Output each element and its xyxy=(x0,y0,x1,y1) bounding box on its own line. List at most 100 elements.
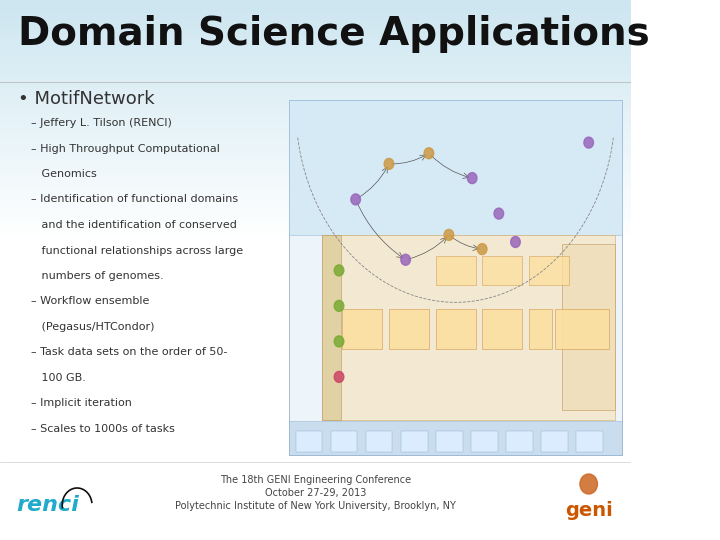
Bar xyxy=(0,247,631,252)
Bar xyxy=(0,446,631,450)
Bar xyxy=(0,99,631,104)
Circle shape xyxy=(424,148,433,159)
Bar xyxy=(0,45,631,50)
Bar xyxy=(0,284,631,288)
Text: and the identification of conserved: and the identification of conserved xyxy=(31,220,237,230)
Bar xyxy=(0,504,631,509)
Bar xyxy=(0,216,631,220)
Bar xyxy=(0,220,631,225)
Bar xyxy=(0,270,631,274)
Bar xyxy=(0,243,631,247)
Circle shape xyxy=(467,173,477,184)
Text: – Implicit iteration: – Implicit iteration xyxy=(31,399,132,408)
Bar xyxy=(0,122,631,126)
Bar xyxy=(562,244,616,410)
Bar xyxy=(0,261,631,266)
Bar xyxy=(0,185,631,189)
Bar xyxy=(0,526,631,531)
Bar xyxy=(0,40,631,45)
Circle shape xyxy=(584,137,593,148)
Bar xyxy=(0,315,631,320)
Bar xyxy=(0,153,631,158)
Bar xyxy=(0,450,631,455)
Bar xyxy=(0,14,631,18)
Bar xyxy=(0,405,631,409)
Circle shape xyxy=(351,194,361,205)
Bar xyxy=(555,309,608,349)
Bar xyxy=(366,431,392,452)
Bar xyxy=(0,462,631,540)
Bar xyxy=(0,522,631,526)
Bar xyxy=(482,309,522,349)
Text: The 18th GENI Engineering Conference: The 18th GENI Engineering Conference xyxy=(220,475,411,485)
Bar xyxy=(0,360,631,364)
Bar xyxy=(0,432,631,436)
Text: Genomics: Genomics xyxy=(31,169,96,179)
Bar xyxy=(0,455,631,459)
Bar xyxy=(0,256,631,261)
Bar xyxy=(0,414,631,418)
Bar xyxy=(0,180,631,185)
Bar xyxy=(0,342,631,347)
Bar xyxy=(0,108,631,112)
Bar xyxy=(0,0,631,4)
Bar xyxy=(0,355,631,360)
Bar xyxy=(0,490,631,495)
Bar xyxy=(0,328,631,333)
Bar xyxy=(0,193,631,198)
Bar xyxy=(0,477,631,482)
Circle shape xyxy=(444,230,454,240)
Text: – Identification of functional domains: – Identification of functional domains xyxy=(31,194,238,205)
Bar xyxy=(0,234,631,239)
Bar xyxy=(0,162,631,166)
Bar xyxy=(0,135,631,139)
Circle shape xyxy=(334,265,344,276)
Bar xyxy=(541,431,567,452)
Bar xyxy=(0,517,631,522)
Bar xyxy=(0,166,631,171)
Bar xyxy=(0,347,631,351)
Text: Polytechnic Institute of New York University, Brooklyn, NY: Polytechnic Institute of New York Univer… xyxy=(175,501,456,511)
Bar xyxy=(0,90,631,94)
Bar xyxy=(0,486,631,490)
Bar xyxy=(0,36,631,40)
Circle shape xyxy=(510,237,521,247)
Bar xyxy=(0,351,631,355)
Bar xyxy=(472,431,498,452)
Bar xyxy=(0,274,631,279)
Bar xyxy=(0,212,631,216)
Bar xyxy=(0,531,631,536)
Bar xyxy=(0,198,631,202)
Bar xyxy=(0,225,631,229)
Bar xyxy=(0,252,631,256)
Bar xyxy=(0,9,631,14)
Bar xyxy=(0,266,631,270)
Bar xyxy=(401,431,428,452)
Bar xyxy=(0,369,631,374)
Bar xyxy=(0,144,631,148)
Text: – Scales to 1000s of tasks: – Scales to 1000s of tasks xyxy=(31,424,174,434)
Bar xyxy=(289,100,622,455)
Text: 100 GB.: 100 GB. xyxy=(31,373,86,383)
Bar xyxy=(0,112,631,117)
Bar xyxy=(0,77,631,81)
Bar xyxy=(0,513,631,517)
Bar xyxy=(0,392,631,396)
Bar xyxy=(0,63,631,68)
Bar xyxy=(0,4,631,9)
Bar xyxy=(0,418,631,423)
Text: – High Throughput Computational: – High Throughput Computational xyxy=(31,144,220,153)
Bar xyxy=(389,309,429,349)
Bar xyxy=(0,85,631,90)
Bar xyxy=(0,27,631,31)
Bar xyxy=(0,139,631,144)
Bar xyxy=(0,230,631,234)
Bar xyxy=(0,68,631,72)
Bar xyxy=(0,202,631,207)
Circle shape xyxy=(580,474,598,494)
Circle shape xyxy=(494,208,503,219)
Text: – Task data sets on the order of 50-: – Task data sets on the order of 50- xyxy=(31,348,227,357)
Circle shape xyxy=(384,158,394,170)
Bar xyxy=(296,431,323,452)
Bar xyxy=(0,54,631,58)
